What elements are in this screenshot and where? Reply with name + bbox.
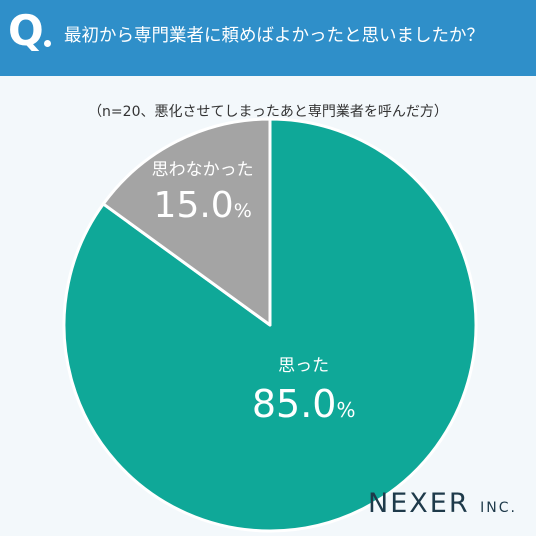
slice-value-omowanakatta: 15.0% <box>154 185 252 226</box>
slice-category-omotta: 思った <box>278 356 329 376</box>
logo-text: NEXER <box>368 488 470 519</box>
pie-slice-omowanakatta <box>101 117 272 327</box>
question-mark-label: Q <box>8 6 44 55</box>
question-mark-dot <box>44 40 51 47</box>
question-text: 最初から専門業者に頼めばよかったと思いましたか？ <box>64 26 484 46</box>
question-header: Q 最初から専門業者に頼めばよかったと思いましたか？ <box>0 0 536 76</box>
chart-subtitle: （n=20、悪化させてしまったあと専門業者を呼んだ方） <box>88 104 448 120</box>
slice-category-omowanakatta: 思わなかった <box>152 160 254 180</box>
slice-value-omotta: 85.0% <box>252 382 356 426</box>
company-logo: NEXER INC. <box>368 490 517 517</box>
logo-inc-text: INC. <box>480 500 517 516</box>
